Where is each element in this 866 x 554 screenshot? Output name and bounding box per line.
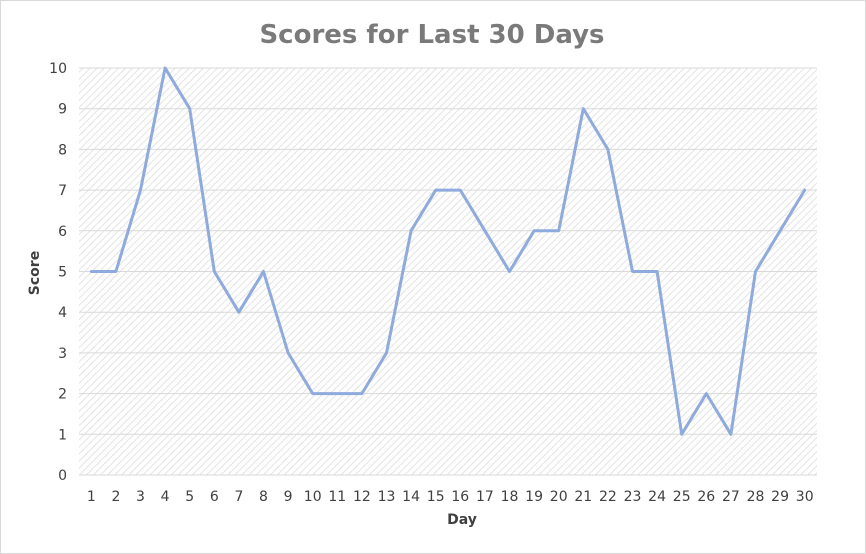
y-tick-label: 0 — [58, 468, 67, 484]
x-tick-label: 26 — [697, 489, 715, 505]
series-line — [89, 66, 807, 436]
x-tick-label: 3 — [136, 489, 145, 505]
x-tick-label: 8 — [259, 489, 268, 505]
x-tick-label: 18 — [501, 489, 519, 505]
x-tick-label: 22 — [599, 489, 617, 505]
y-axis-ticks: 0 1 2 3 4 5 6 7 8 9 10 — [49, 61, 67, 484]
y-tick-label: 2 — [58, 387, 67, 403]
x-tick-label: 17 — [476, 489, 494, 505]
x-tick-label: 12 — [353, 489, 371, 505]
chart-title: Scores for Last 30 Days — [259, 20, 604, 50]
y-tick-label: 8 — [58, 142, 67, 158]
x-tick-label: 7 — [234, 489, 243, 505]
x-tick-label: 9 — [284, 489, 293, 505]
x-tick-label: 11 — [328, 489, 346, 505]
y-tick-label: 5 — [58, 265, 67, 281]
x-axis-title: Day — [447, 512, 477, 528]
x-tick-label: 30 — [796, 489, 814, 505]
x-tick-label: 28 — [747, 489, 765, 505]
y-tick-label: 9 — [58, 102, 67, 118]
x-tick-label: 19 — [525, 489, 543, 505]
x-tick-label: 27 — [722, 489, 740, 505]
x-tick-label: 23 — [624, 489, 642, 505]
x-tick-label: 24 — [648, 489, 666, 505]
x-tick-label: 5 — [185, 489, 194, 505]
y-tick-label: 10 — [49, 61, 67, 77]
x-axis-ticks: 1 2 3 4 5 6 7 8 9 10 11 12 13 14 15 16 17 18 19 20 21 22 23 24 2… — [87, 489, 814, 505]
x-tick-label: 10 — [304, 489, 322, 505]
x-tick-label: 6 — [210, 489, 219, 505]
x-tick-label: 13 — [378, 489, 396, 505]
x-tick-label: 20 — [550, 489, 568, 505]
x-tick-label: 2 — [111, 489, 120, 505]
x-tick-label: 15 — [427, 489, 445, 505]
x-tick-label: 29 — [771, 489, 789, 505]
x-tick-label: 4 — [161, 489, 170, 505]
x-tick-label: 16 — [451, 489, 469, 505]
x-tick-label: 25 — [673, 489, 691, 505]
x-tick-label: 21 — [574, 489, 592, 505]
y-tick-label: 6 — [58, 224, 67, 240]
x-tick-label: 14 — [402, 489, 420, 505]
y-axis-title: Score — [27, 251, 43, 295]
y-tick-label: 3 — [58, 346, 67, 362]
x-tick-label: 1 — [87, 489, 96, 505]
y-tick-label: 1 — [58, 427, 67, 443]
y-tick-label: 7 — [58, 183, 67, 199]
y-tick-label: 4 — [58, 305, 67, 321]
